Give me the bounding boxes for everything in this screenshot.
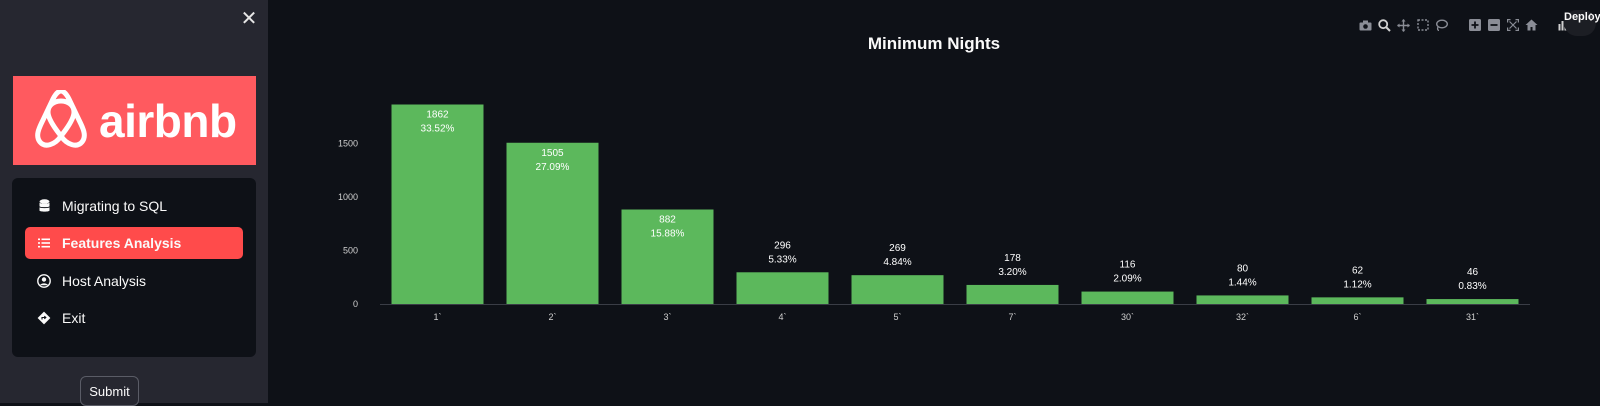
- x-tick-label: 30`: [1121, 312, 1134, 322]
- bar: [506, 142, 599, 304]
- camera-icon[interactable]: [1358, 18, 1373, 32]
- lasso-select-icon[interactable]: [1434, 18, 1449, 32]
- menu-item-label: Host Analysis: [62, 273, 147, 289]
- bar: [851, 275, 944, 304]
- y-tick-label: 500: [343, 245, 358, 255]
- submit-button[interactable]: Submit: [80, 376, 139, 406]
- menu-item-exit[interactable]: Exit: [25, 302, 243, 334]
- x-tick-label: 2`: [548, 312, 556, 322]
- bar-percent-label: 3.20%: [998, 267, 1026, 278]
- x-tick-label: 7`: [1008, 312, 1016, 322]
- database-icon: [37, 199, 51, 213]
- menu-item-label: Features Analysis: [62, 235, 182, 251]
- box-select-icon[interactable]: [1415, 18, 1430, 32]
- x-tick-label: 32`: [1236, 312, 1249, 322]
- bar-value-label: 62: [1352, 265, 1364, 276]
- bar-value-label: 116: [1120, 260, 1136, 271]
- menu-item-host-analysis[interactable]: Host Analysis: [25, 265, 243, 297]
- x-tick-label: 5`: [893, 312, 901, 322]
- zoom-icon[interactable]: [1377, 18, 1392, 32]
- pan-icon[interactable]: [1396, 18, 1411, 32]
- x-tick-label: 3`: [663, 312, 671, 322]
- menu-item-label: Exit: [62, 310, 86, 326]
- menu-item-label: Migrating to SQL: [62, 198, 168, 214]
- logo-text: airbnb: [99, 94, 237, 147]
- bar: [1081, 291, 1174, 304]
- x-tick-label: 31`: [1466, 312, 1479, 322]
- bar-value-label: 46: [1467, 267, 1479, 278]
- bar-value-label: 1862: [426, 110, 449, 121]
- deploy-button[interactable]: Deploy: [1564, 11, 1600, 23]
- bar-value-label: 882: [659, 215, 676, 226]
- close-sidebar-icon[interactable]: ✕: [240, 8, 258, 30]
- bar-percent-label: 27.09%: [536, 162, 570, 173]
- kebab-menu-icon[interactable]: ⋮: [1586, 12, 1596, 23]
- reset-axes-icon[interactable]: [1524, 18, 1539, 32]
- y-tick-label: 0: [353, 299, 358, 309]
- main-menu-button[interactable]: [1564, 10, 1596, 36]
- bar-percent-label: 4.84%: [883, 257, 911, 268]
- menu-item-features-analysis[interactable]: Features Analysis: [25, 227, 243, 259]
- x-tick-label: 4`: [778, 312, 786, 322]
- bar: [391, 104, 484, 304]
- bar-value-label: 80: [1237, 263, 1249, 274]
- bar-value-label: 1505: [541, 148, 564, 159]
- x-tick-label: 6`: [1353, 312, 1361, 322]
- user-circle-icon: [37, 274, 51, 288]
- bar-percent-label: 0.83%: [1458, 281, 1486, 292]
- airbnb-belo-icon: [35, 89, 87, 148]
- bar-value-label: 269: [889, 243, 906, 254]
- list-icon: [37, 236, 51, 250]
- bar-percent-label: 33.52%: [421, 124, 455, 135]
- minimum-nights-bar-chart: 0 500 1000 1500 1862 33.52% 1` 1505 27.09% 2` 882 1…: [338, 104, 1530, 322]
- bar-percent-label: 2.09%: [1113, 274, 1141, 285]
- bar-percent-label: 1.44%: [1228, 277, 1256, 288]
- bar-value-label: 178: [1004, 253, 1021, 264]
- menu-item-migrating-to-sql[interactable]: Migrating to SQL: [25, 190, 243, 222]
- y-tick-label: 1000: [338, 192, 358, 202]
- main-content: Deploy ⋮ Minimum Nights 0 500 1000 1500 1862…: [268, 0, 1600, 403]
- airbnb-logo: airbnb: [13, 76, 256, 165]
- diamond-arrow-icon: [37, 311, 51, 325]
- autoscale-icon[interactable]: [1505, 18, 1520, 32]
- bar: [621, 209, 714, 304]
- bar-percent-label: 5.33%: [768, 254, 796, 265]
- bar: [966, 284, 1059, 304]
- bar-percent-label: 15.88%: [651, 229, 685, 240]
- chart-modebar: [1358, 18, 1570, 32]
- bar: [1426, 299, 1519, 304]
- bar: [1196, 295, 1289, 304]
- chart-title: Minimum Nights: [867, 34, 1001, 53]
- navigation-menu: Migrating to SQL Features Analysis Host …: [12, 178, 256, 357]
- bar: [1311, 297, 1404, 304]
- zoom-in-icon[interactable]: [1467, 18, 1482, 32]
- x-tick-label: 1`: [433, 312, 441, 322]
- bar-value-label: 296: [774, 240, 791, 251]
- sidebar: ✕ airbnb Migrating to SQL Features Analy…: [0, 0, 268, 406]
- zoom-out-icon[interactable]: [1486, 18, 1501, 32]
- y-tick-label: 1500: [338, 138, 358, 148]
- bar-percent-label: 1.12%: [1343, 279, 1371, 290]
- bar: [736, 272, 829, 304]
